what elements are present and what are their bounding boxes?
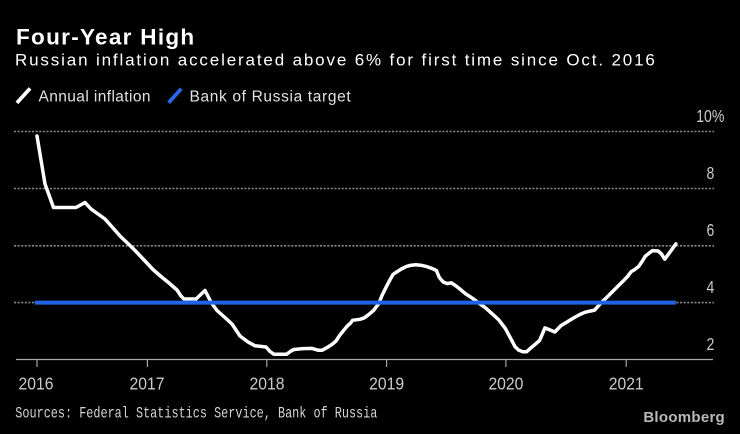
svg-text:10%: 10% bbox=[696, 106, 724, 126]
svg-text:2018: 2018 bbox=[250, 374, 285, 394]
svg-text:2020: 2020 bbox=[488, 374, 523, 394]
svg-text:2016: 2016 bbox=[19, 374, 54, 394]
svg-text:Annual inflation: Annual inflation bbox=[39, 88, 151, 105]
svg-text:2019: 2019 bbox=[369, 374, 404, 394]
svg-text:2021: 2021 bbox=[609, 374, 644, 394]
svg-text:2: 2 bbox=[706, 334, 714, 354]
svg-text:2017: 2017 bbox=[130, 374, 165, 394]
svg-text:Bank of Russia target: Bank of Russia target bbox=[190, 88, 352, 105]
svg-text:Russian inflation accelerated: Russian inflation accelerated above 6% f… bbox=[15, 51, 657, 70]
svg-text:6: 6 bbox=[706, 220, 714, 240]
svg-text:Bloomberg: Bloomberg bbox=[643, 409, 725, 426]
svg-text:Sources: Federal Statistics Se: Sources: Federal Statistics Service, Ban… bbox=[15, 405, 377, 423]
svg-text:Four-Year High: Four-Year High bbox=[16, 25, 195, 50]
svg-text:4: 4 bbox=[706, 277, 714, 297]
svg-text:8: 8 bbox=[706, 163, 714, 183]
